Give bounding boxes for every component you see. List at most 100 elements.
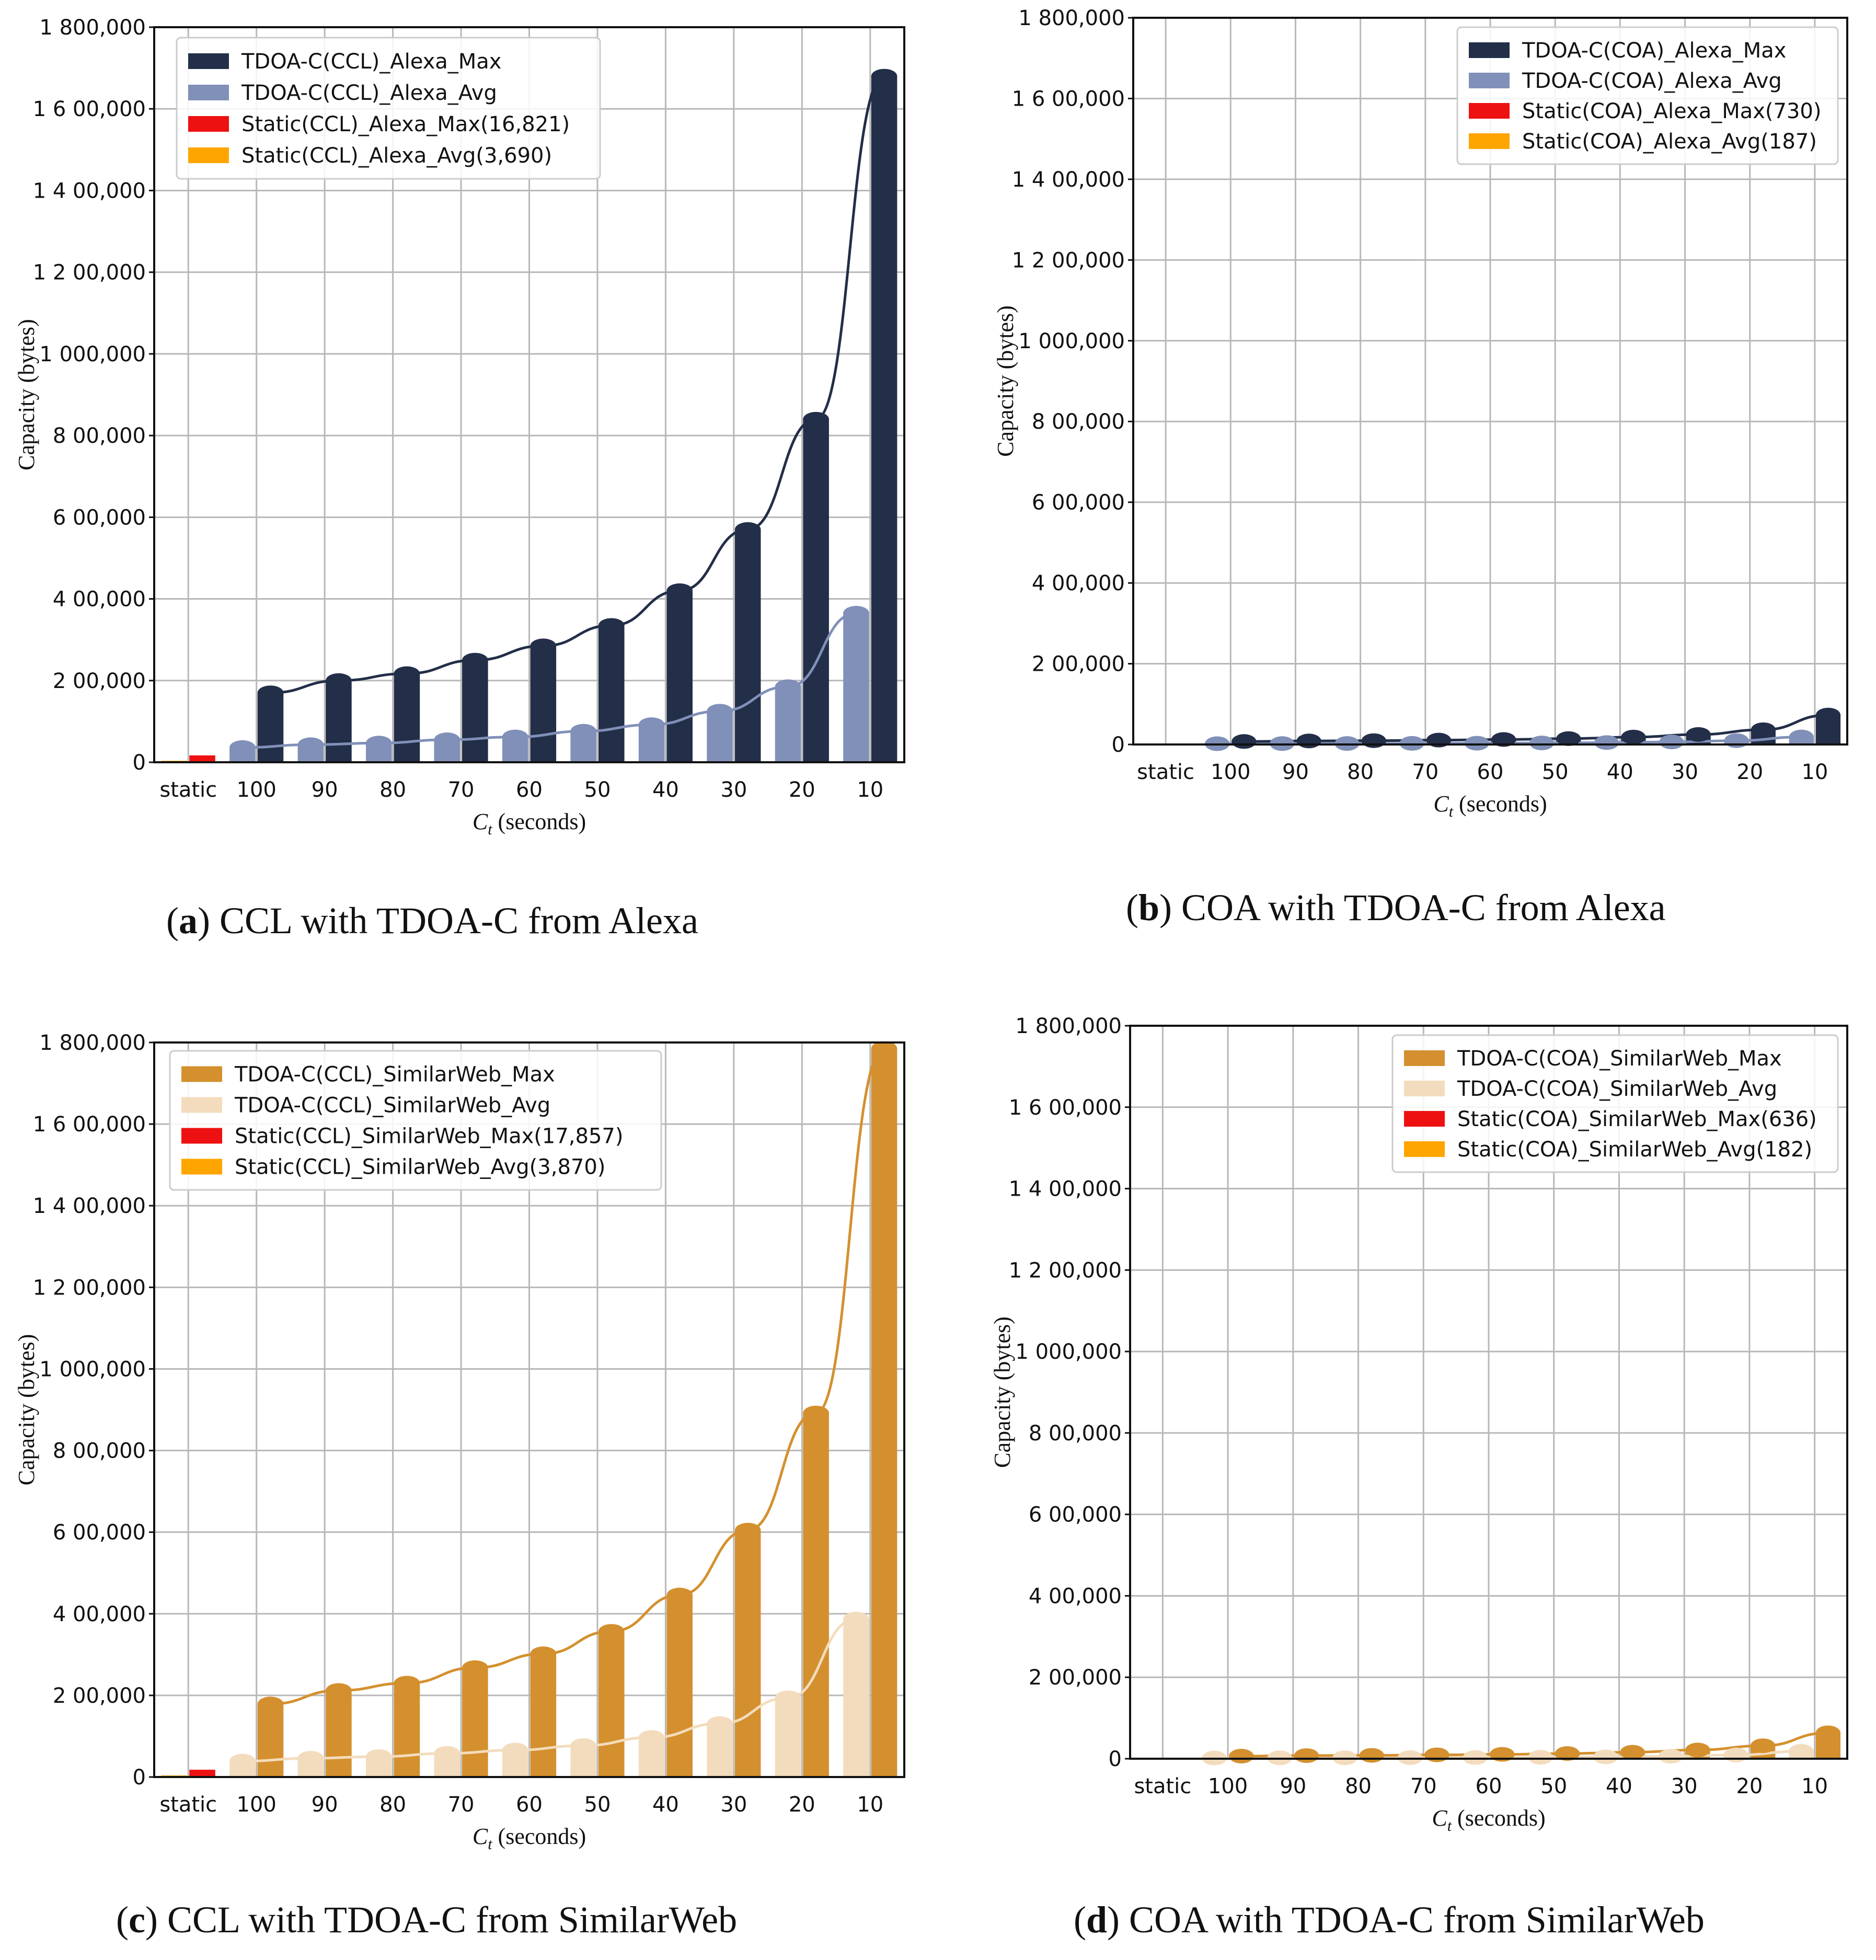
legend-label: Static(COA)_Alexa_Max(730) [1522,99,1821,123]
x-tick-label: 20 [1736,1774,1763,1798]
y-tick-label: 0 [133,1766,146,1790]
chart-panel-d: 0 2 00,000 4 00,000 6 00,000 8 00,000 1 000,0… [938,980,1876,1960]
x-tick-label: 10 [1801,1774,1828,1798]
point-avg [707,1716,733,1731]
x-tick-label: 80 [379,778,406,802]
y-tick-label: 8 00,000 [53,424,146,448]
legend-label: TDOA-C(CCL)_Alexa_Max [241,50,501,74]
x-tick-label: 20 [1736,760,1763,784]
point-max [803,1405,829,1420]
legend-swatch [1404,1111,1445,1127]
point-avg [1724,733,1749,748]
legend: TDOA-C(CCL)_Alexa_Max TDOA-C(CCL)_Alexa_A… [176,37,601,180]
y-tick-label: 4 00,000 [1029,1584,1122,1608]
legend-box [1391,1034,1839,1173]
bar-static-max [189,1770,215,1777]
y-tick-label: 8 00,000 [1029,1422,1122,1446]
y-tick-label: 1 6 00,000 [33,97,146,121]
point-avg [229,1753,256,1769]
y-tick-label: 1 2 00,000 [1009,1258,1122,1282]
x-tick-label: 20 [789,778,815,802]
legend-swatch [1469,42,1510,58]
bar-max-100 [257,1704,284,1777]
x-tick-label: 50 [584,778,611,802]
bar-max-70 [462,660,488,762]
bar-avg-30 [707,711,733,762]
point-max [462,652,488,668]
legend-swatch [181,1097,222,1113]
y-tick-label: 1 000,000 [1018,329,1125,353]
point-avg [297,1751,324,1766]
legend-label: Static(CCL)_Alexa_Max(16,821) [241,112,570,136]
y-tick-label: 1 800,000 [1015,1014,1122,1038]
y-tick-label: 2 00,000 [1032,652,1125,677]
x-tick-label: 50 [584,1793,611,1817]
x-tick-label: 30 [1672,760,1698,784]
point-max [1294,1748,1319,1763]
legend-label: Static(COA)_SimilarWeb_Max(636) [1457,1107,1817,1131]
x-tick-label: 30 [1671,1774,1698,1798]
y-tick-label: 2 00,000 [53,669,146,693]
x-tick-label: 70 [448,778,475,802]
point-max [598,1624,625,1639]
legend-label: Static(CCL)_Alexa_Avg(3,690) [241,144,552,168]
x-tick-label: 90 [312,1793,338,1817]
legend-label: TDOA-C(CCL)_SimilarWeb_Max [234,1063,555,1087]
legend-swatch [188,53,229,69]
y-tick-label: 8 00,000 [1032,410,1125,434]
legend-label: TDOA-C(COA)_SimilarWeb_Avg [1457,1077,1777,1101]
point-avg [638,1730,665,1745]
bar-avg-20 [775,1698,801,1777]
point-max [1424,1747,1449,1762]
x-tick-label: 100 [1208,1774,1248,1798]
bar-max-30 [734,529,761,762]
legend-label: Static(CCL)_SimilarWeb_Avg(3,870) [235,1155,605,1179]
y-tick-label: 1 4 00,000 [1012,168,1125,192]
point-avg [843,605,869,621]
x-tick-label: 50 [1542,760,1569,784]
y-tick-label: 1 2 00,000 [1012,248,1125,272]
bar-avg-20 [775,686,801,762]
bar-max-40 [666,1595,693,1777]
point-max [598,618,625,633]
x-tick-label: 80 [1345,1774,1372,1798]
x-axis-label: Ct (seconds) [1433,791,1547,820]
x-tick-label: 50 [1540,1774,1567,1798]
y-tick-label: 4 00,000 [53,1602,146,1626]
caption-a: (a) CCL with TDOA-C from Alexa [166,900,698,942]
bar-max-90 [326,680,352,762]
y-tick-label: 1 2 00,000 [33,261,146,285]
bar-max-80 [394,673,420,762]
legend-label: TDOA-C(CCL)_Alexa_Avg [241,81,497,105]
point-avg [1463,1750,1488,1765]
point-avg [843,1611,869,1626]
point-max [1296,733,1321,749]
legend-swatch [188,85,229,100]
point-max [1556,731,1581,746]
point-avg [1594,735,1619,750]
point-max [394,1676,420,1691]
x-tick-label: 60 [516,778,543,802]
point-avg [434,1746,461,1761]
point-max [1685,1743,1710,1758]
legend-swatch [181,1128,222,1144]
y-tick-label: 1 6 00,000 [1009,1096,1122,1120]
y-tick-label: 6 00,000 [53,506,146,530]
bar-max-50 [598,1631,625,1777]
legend-label: TDOA-C(COA)_Alexa_Max [1522,39,1786,63]
legend-label: TDOA-C(CCL)_SimilarWeb_Avg [234,1094,550,1118]
x-tick-label: static [159,778,217,802]
point-max [1232,734,1257,749]
x-tick-label: 60 [1477,760,1504,784]
y-tick-label: 1 800,000 [39,1031,146,1055]
plot-frame [153,26,905,763]
legend-label: Static(CCL)_SimilarWeb_Max(17,857) [235,1125,623,1149]
x-tick-label: 90 [1280,1774,1306,1798]
point-max [1555,1746,1580,1761]
chart-svg-d: 0 2 00,000 4 00,000 6 00,000 8 00,000 1 000,0… [989,1014,1848,1835]
bar-max-10 [871,1048,897,1777]
chart-panel-b: 0 2 00,000 4 00,000 6 00,000 8 00,000 1 000,0… [938,0,1876,980]
bar-avg-10 [843,1619,869,1777]
y-tick-label: 1 4 00,000 [33,179,146,203]
bar-max-30 [734,1530,761,1777]
